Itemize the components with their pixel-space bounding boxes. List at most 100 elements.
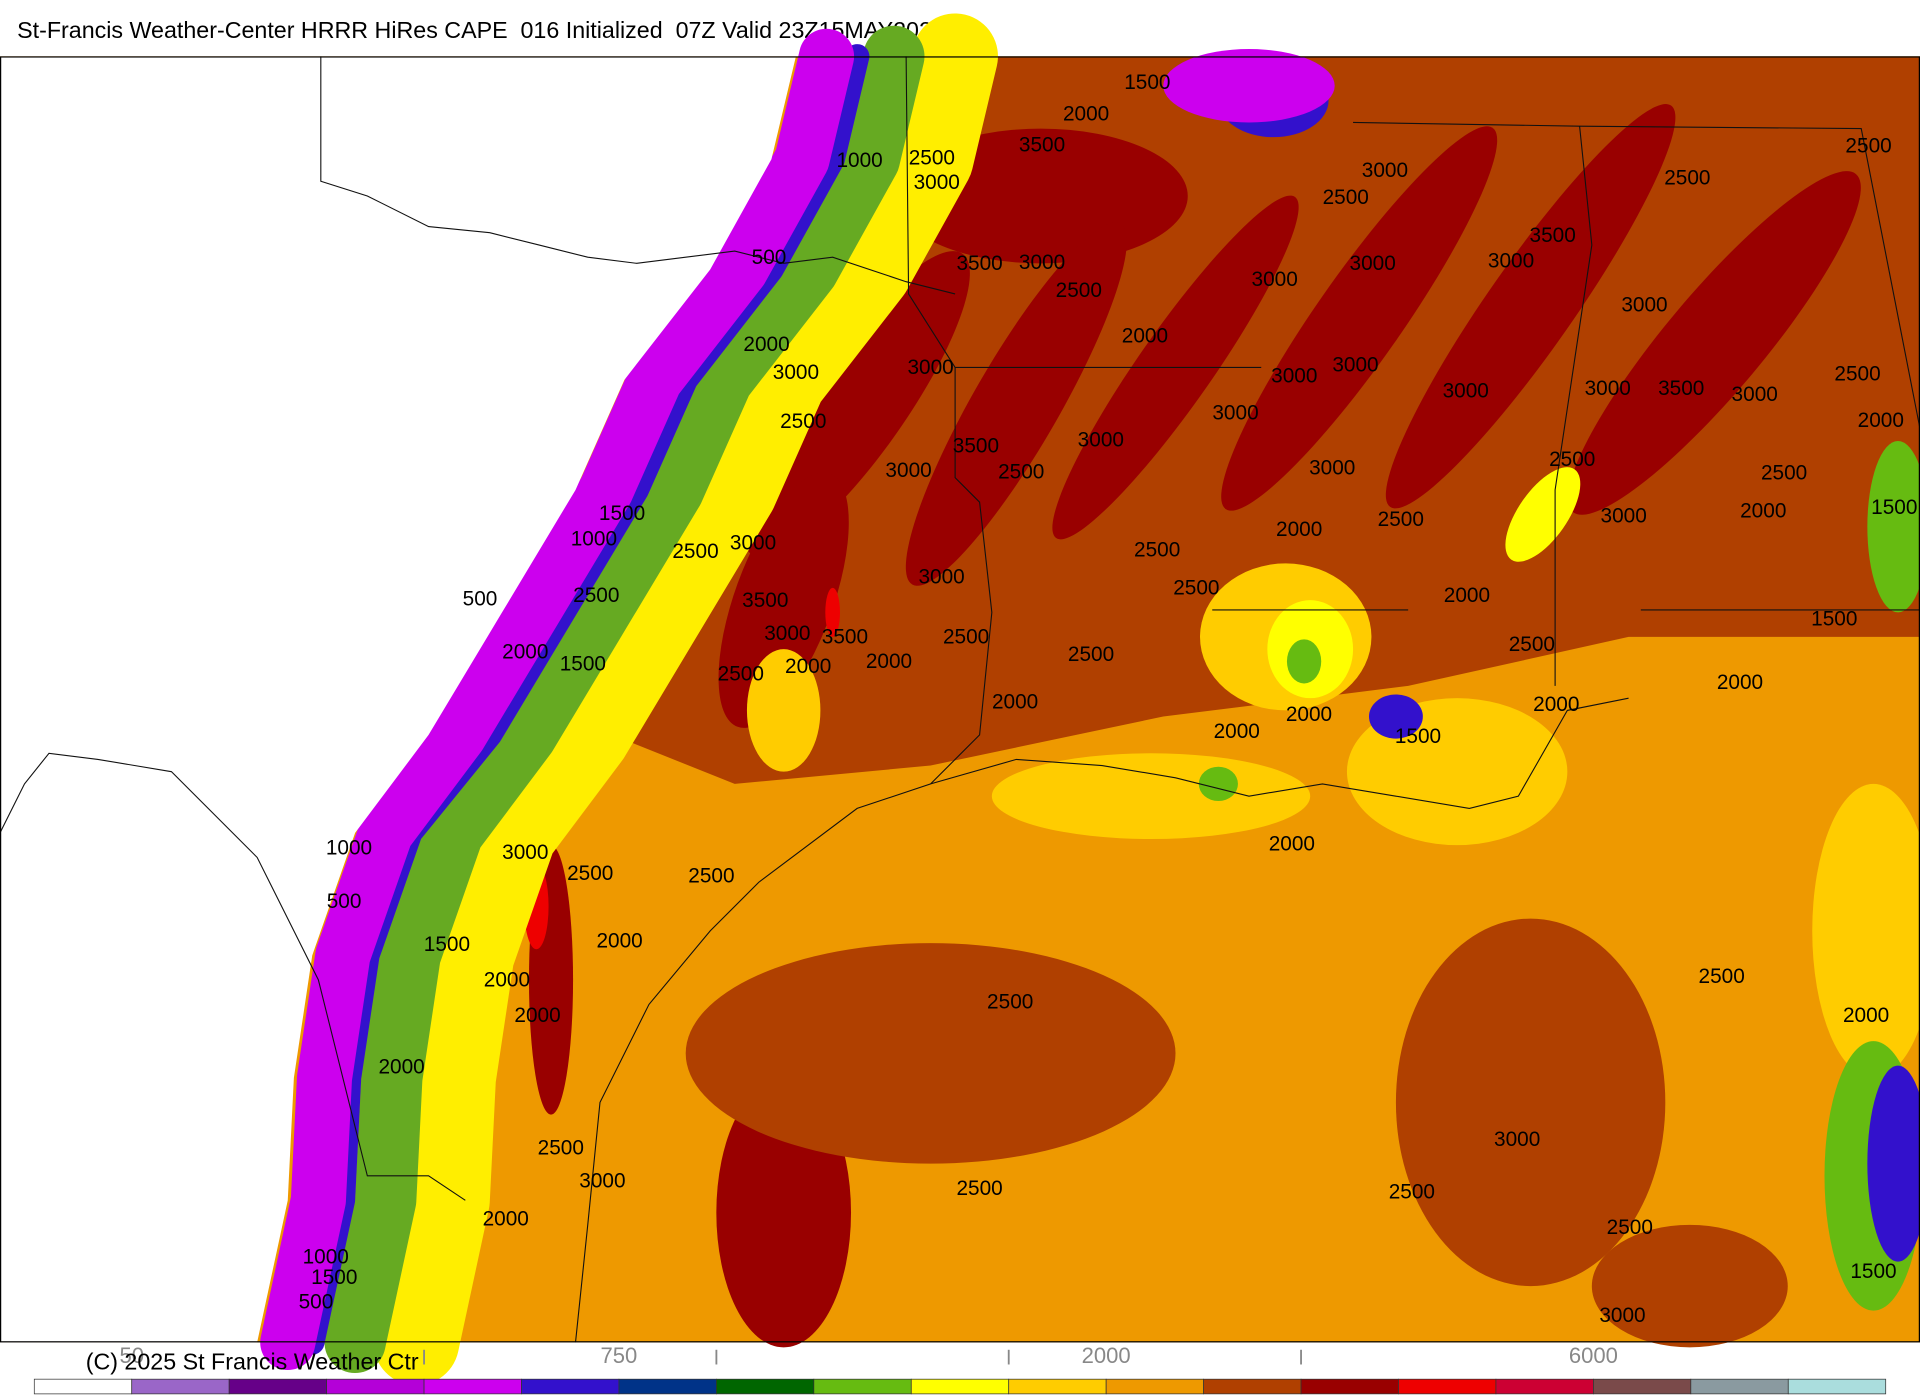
contour-label: 2000 bbox=[743, 333, 789, 356]
contour-label: 2500 bbox=[1173, 577, 1219, 600]
contour-label: 2500 bbox=[718, 662, 764, 685]
contour-label: 3000 bbox=[1601, 504, 1647, 527]
contour-label: 2000 bbox=[483, 1207, 529, 1230]
contour-label: 2500 bbox=[909, 147, 955, 170]
contour-label: 3000 bbox=[502, 841, 548, 864]
contour-label: 2500 bbox=[1134, 539, 1180, 562]
contour-label: 2500 bbox=[1068, 643, 1114, 666]
contour-label: 3000 bbox=[1212, 401, 1258, 424]
colorbar-swatch bbox=[1203, 1378, 1302, 1395]
contour-label: 2500 bbox=[1323, 186, 1369, 209]
colorbar-swatch bbox=[813, 1378, 912, 1395]
contour-label: 2500 bbox=[1378, 508, 1424, 531]
colorbar-swatch bbox=[910, 1378, 1010, 1395]
contour-label: 500 bbox=[463, 588, 498, 611]
contour-label: 3000 bbox=[773, 361, 819, 384]
colorbar-swatch bbox=[1008, 1378, 1107, 1395]
contour-label: 2500 bbox=[943, 626, 989, 649]
colorbar-swatch bbox=[618, 1378, 717, 1395]
contour-label: 2000 bbox=[484, 969, 530, 992]
contour-label: 2500 bbox=[987, 991, 1033, 1014]
contour-label: 2000 bbox=[992, 691, 1038, 714]
contour-label: 2500 bbox=[1607, 1216, 1653, 1239]
colorbar-swatch bbox=[1398, 1378, 1497, 1395]
contour-label: 2500 bbox=[672, 540, 718, 563]
contour-label: 1500 bbox=[1124, 71, 1170, 94]
contour-label: 500 bbox=[752, 246, 787, 269]
contour-label: 500 bbox=[327, 890, 362, 913]
contour-label: 2500 bbox=[1549, 448, 1595, 471]
contour-label: 500 bbox=[299, 1291, 334, 1314]
colorbar-swatch bbox=[521, 1378, 620, 1395]
colorbar-label: 2000 bbox=[1082, 1343, 1131, 1368]
colorbar-label: 750 bbox=[601, 1343, 638, 1368]
contour-label: 1000 bbox=[571, 528, 617, 551]
contour-label: 2000 bbox=[1858, 409, 1904, 432]
contour-label: 2500 bbox=[573, 584, 619, 607]
contour-label: 3000 bbox=[1252, 268, 1298, 291]
contour-label: 1500 bbox=[560, 653, 606, 676]
contour-label: 3000 bbox=[1599, 1304, 1645, 1327]
contour-label: 3000 bbox=[1732, 383, 1778, 406]
contour-label: 3500 bbox=[742, 589, 788, 612]
colorbar-swatch bbox=[326, 1378, 425, 1395]
contour-label: 3000 bbox=[1271, 365, 1317, 388]
contour-label: 2500 bbox=[1761, 462, 1807, 485]
contour-label: 2000 bbox=[1276, 518, 1322, 541]
contour-label: 3000 bbox=[1443, 379, 1489, 402]
colorbar-swatch bbox=[33, 1378, 133, 1395]
colorbar-swatch bbox=[716, 1378, 815, 1395]
colorbar-swatch bbox=[1787, 1378, 1887, 1395]
contour-label: 3000 bbox=[1362, 159, 1408, 182]
contour-label: 3000 bbox=[1332, 354, 1378, 377]
contour-label: 2000 bbox=[1269, 833, 1315, 856]
contour-label: 2500 bbox=[688, 864, 734, 887]
contour-label: 1500 bbox=[1871, 496, 1917, 519]
colorbar-swatch bbox=[1105, 1378, 1204, 1395]
contour-label: 3000 bbox=[764, 622, 810, 645]
contour-label: 2000 bbox=[1843, 1004, 1889, 1027]
copyright: (C) 2025 St Francis Weather Ctr bbox=[86, 1348, 419, 1374]
colorbar-label: 50 bbox=[119, 1343, 144, 1368]
contour-label: 3000 bbox=[1585, 377, 1631, 400]
contour-label: 2000 bbox=[1717, 671, 1763, 694]
contour-label: 3500 bbox=[1658, 377, 1704, 400]
contour-label: 2500 bbox=[1845, 134, 1891, 157]
contour-label: 3000 bbox=[1621, 294, 1667, 317]
contour-label: 3000 bbox=[1309, 457, 1355, 480]
contour-label: 2500 bbox=[538, 1136, 584, 1159]
contour-label: 3000 bbox=[914, 171, 960, 194]
contour-label: 2000 bbox=[1444, 584, 1490, 607]
contour-label: 3000 bbox=[579, 1169, 625, 1192]
contour-label: 1500 bbox=[1811, 607, 1857, 630]
contour-label: 2000 bbox=[596, 929, 642, 952]
title: St-Francis Weather-Center HRRR HiRes CAP… bbox=[17, 17, 945, 43]
colorbar-label: 6000 bbox=[1569, 1343, 1618, 1368]
contour-label: 2500 bbox=[1509, 633, 1555, 656]
colorbar-swatch bbox=[228, 1378, 327, 1395]
contour-label: 2500 bbox=[1834, 362, 1880, 385]
contour-label: 2000 bbox=[514, 1004, 560, 1027]
contour-label: 3500 bbox=[953, 435, 999, 458]
contour-label: 2500 bbox=[1056, 279, 1102, 302]
contour-label: 2000 bbox=[866, 650, 912, 673]
contour-label: 2000 bbox=[379, 1056, 425, 1079]
contour-label: 1000 bbox=[836, 149, 882, 172]
contour-label: 2000 bbox=[1286, 703, 1332, 726]
colorbar: 50 750 2000 6000 bbox=[33, 1343, 1887, 1395]
colorbar-swatch bbox=[131, 1378, 230, 1395]
colorbar-swatch bbox=[423, 1378, 522, 1395]
contour-label: 3500 bbox=[1019, 133, 1065, 156]
contour-label: 2500 bbox=[1664, 166, 1710, 189]
contour-label: 2500 bbox=[567, 862, 613, 885]
contour-label: 3000 bbox=[730, 531, 776, 554]
colorbar-swatch bbox=[1495, 1378, 1594, 1395]
contour-label: 2000 bbox=[785, 655, 831, 678]
contour-label: 3500 bbox=[1530, 224, 1576, 247]
contour-label: 3000 bbox=[1019, 251, 1065, 274]
colorbar-swatch bbox=[1593, 1378, 1692, 1395]
contour-label: 2500 bbox=[780, 410, 826, 433]
contour-label: 2000 bbox=[1533, 693, 1579, 716]
